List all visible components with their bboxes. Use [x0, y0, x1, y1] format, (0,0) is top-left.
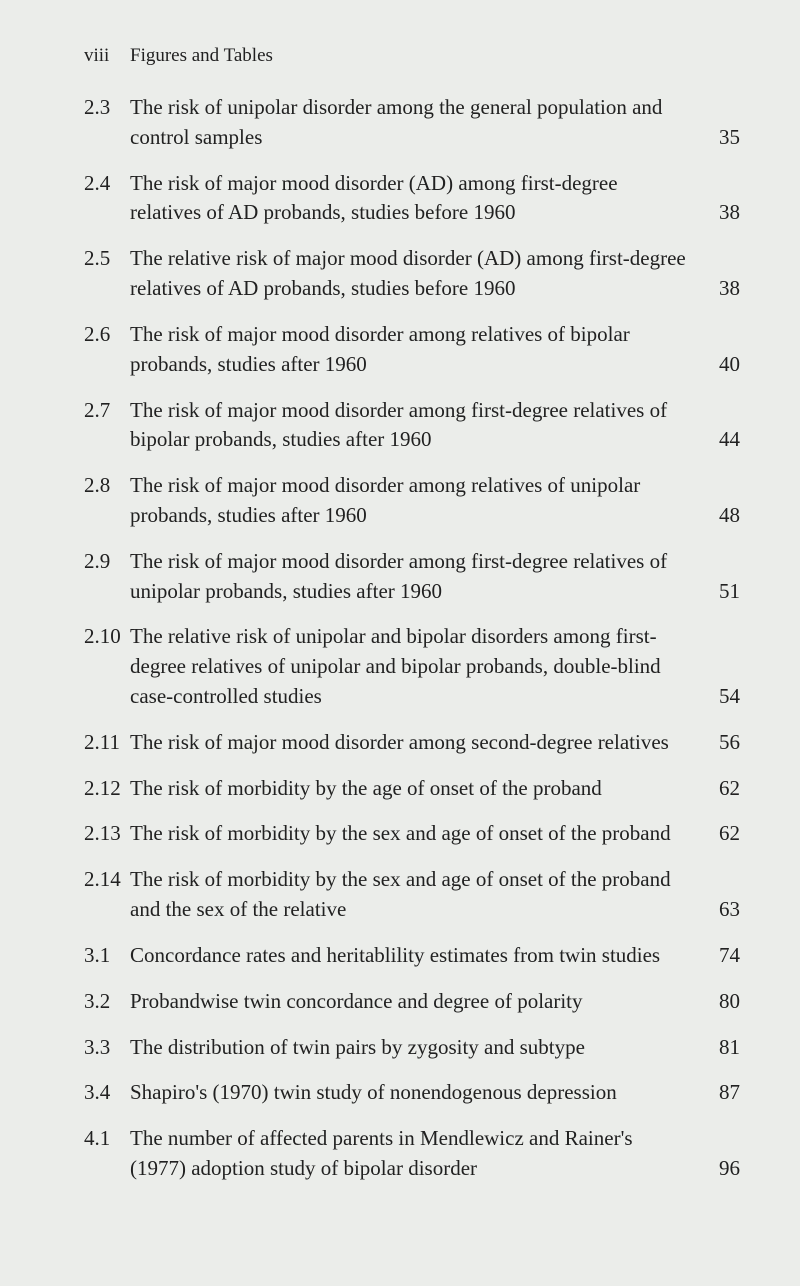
- toc-entry: 3.3The distribution of twin pairs by zyg…: [84, 1033, 740, 1063]
- entry-number: 2.14: [84, 865, 130, 895]
- entry-number: 2.9: [84, 547, 130, 577]
- entry-page: 44: [704, 425, 740, 455]
- entry-page: 62: [704, 819, 740, 849]
- entry-number: 2.3: [84, 93, 130, 123]
- entry-text: Shapiro's (1970) twin study of nonendoge…: [130, 1078, 704, 1108]
- entry-text: The risk of major mood disorder among fi…: [130, 396, 704, 456]
- entry-page: 40: [704, 350, 740, 380]
- entry-number: 3.1: [84, 941, 130, 971]
- entry-text: The risk of major mood disorder among se…: [130, 728, 704, 758]
- toc-entry: 2.11The risk of major mood disorder amon…: [84, 728, 740, 758]
- entry-page: 38: [704, 198, 740, 228]
- entry-number: 2.6: [84, 320, 130, 350]
- entry-text: The number of affected parents in Mendle…: [130, 1124, 704, 1184]
- entry-page: 81: [704, 1033, 740, 1063]
- entry-text: The risk of morbidity by the sex and age…: [130, 865, 704, 925]
- entry-page: 63: [704, 895, 740, 925]
- entry-text: The relative risk of unipolar and bipola…: [130, 622, 704, 711]
- entry-page: 74: [704, 941, 740, 971]
- entry-number: 3.4: [84, 1078, 130, 1108]
- entry-text: The risk of major mood disorder (AD) amo…: [130, 169, 704, 229]
- toc-entry: 2.7The risk of major mood disorder among…: [84, 396, 740, 456]
- entry-text: The distribution of twin pairs by zygosi…: [130, 1033, 704, 1063]
- entry-page: 38: [704, 274, 740, 304]
- entry-number: 2.8: [84, 471, 130, 501]
- toc-entry: 3.4Shapiro's (1970) twin study of nonend…: [84, 1078, 740, 1108]
- entry-number: 2.11: [84, 728, 130, 758]
- toc-entry: 4.1The number of affected parents in Men…: [84, 1124, 740, 1184]
- toc-entry: 2.8The risk of major mood disorder among…: [84, 471, 740, 531]
- toc-entry: 2.13The risk of morbidity by the sex and…: [84, 819, 740, 849]
- entry-text: The risk of major mood disorder among re…: [130, 471, 704, 531]
- entry-number: 3.3: [84, 1033, 130, 1063]
- toc-entry: 2.6The risk of major mood disorder among…: [84, 320, 740, 380]
- toc-entry: 2.14The risk of morbidity by the sex and…: [84, 865, 740, 925]
- entry-text: The risk of morbidity by the age of onse…: [130, 774, 704, 804]
- page-number-roman: viii: [84, 45, 130, 67]
- entry-page: 96: [704, 1154, 740, 1184]
- entry-page: 35: [704, 123, 740, 153]
- entry-number: 2.7: [84, 396, 130, 426]
- header-title: Figures and Tables: [130, 45, 740, 67]
- entry-number: 3.2: [84, 987, 130, 1017]
- table-of-contents: 2.3The risk of unipolar disorder among t…: [84, 93, 740, 1184]
- toc-entry: 3.1Concordance rates and heritablility e…: [84, 941, 740, 971]
- page-container: viii Figures and Tables 2.3The risk of u…: [0, 0, 800, 1286]
- page-header: viii Figures and Tables: [84, 45, 740, 67]
- toc-entry: 2.9The risk of major mood disorder among…: [84, 547, 740, 607]
- entry-page: 54: [704, 682, 740, 712]
- entry-text: The relative risk of major mood disorder…: [130, 244, 704, 304]
- entry-page: 87: [704, 1078, 740, 1108]
- entry-text: Probandwise twin concordance and degree …: [130, 987, 704, 1017]
- entry-page: 51: [704, 577, 740, 607]
- entry-number: 2.4: [84, 169, 130, 199]
- entry-text: The risk of unipolar disorder among the …: [130, 93, 704, 153]
- toc-entry: 2.10The relative risk of unipolar and bi…: [84, 622, 740, 711]
- entry-number: 2.5: [84, 244, 130, 274]
- toc-entry: 2.12The risk of morbidity by the age of …: [84, 774, 740, 804]
- entry-number: 4.1: [84, 1124, 130, 1154]
- toc-entry: 2.5The relative risk of major mood disor…: [84, 244, 740, 304]
- entry-number: 2.12: [84, 774, 130, 804]
- entry-text: The risk of major mood disorder among re…: [130, 320, 704, 380]
- entry-text: The risk of major mood disorder among fi…: [130, 547, 704, 607]
- entry-text: Concordance rates and heritablility esti…: [130, 941, 704, 971]
- entry-number: 2.13: [84, 819, 130, 849]
- toc-entry: 2.3The risk of unipolar disorder among t…: [84, 93, 740, 153]
- toc-entry: 3.2Probandwise twin concordance and degr…: [84, 987, 740, 1017]
- entry-page: 48: [704, 501, 740, 531]
- entry-page: 62: [704, 774, 740, 804]
- entry-number: 2.10: [84, 622, 130, 652]
- entry-page: 80: [704, 987, 740, 1017]
- toc-entry: 2.4The risk of major mood disorder (AD) …: [84, 169, 740, 229]
- entry-text: The risk of morbidity by the sex and age…: [130, 819, 704, 849]
- entry-page: 56: [704, 728, 740, 758]
